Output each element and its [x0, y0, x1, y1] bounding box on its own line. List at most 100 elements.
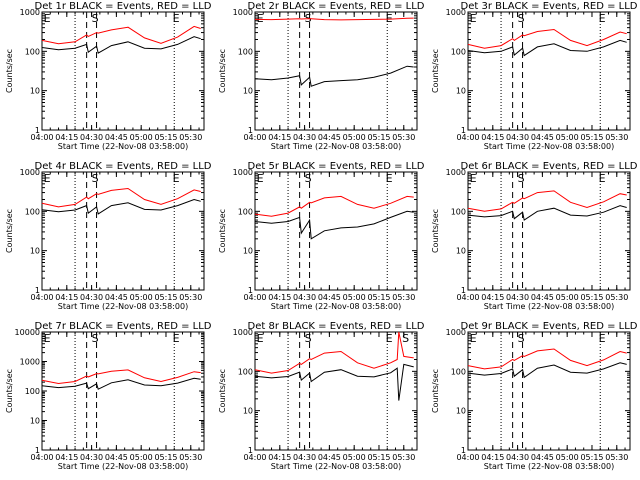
x-tick-label: 04:45	[318, 453, 341, 462]
plot-frame	[467, 171, 631, 291]
x-tick-label: 05:15	[367, 453, 390, 462]
panel-title: Det 2r BLACK = Events, RED = LLD	[248, 1, 425, 12]
event-marker-e: E	[173, 12, 180, 25]
x-tick-label: 05:30	[392, 453, 415, 462]
x-tick-label: 04:00	[30, 293, 53, 302]
series-lld-line	[41, 25, 201, 45]
panel-title: Det 4r BLACK = Events, RED = LLD	[35, 161, 212, 172]
x-tick-label: 05:30	[179, 453, 202, 462]
x-tick-label: 04:00	[456, 293, 479, 302]
event-marker-e: E	[173, 332, 180, 345]
event-marker-e: E	[470, 172, 477, 185]
y-tick-label: 10	[30, 87, 40, 96]
event-marker-s: S	[518, 12, 525, 25]
event-marker-s: S	[305, 332, 312, 345]
x-tick-label: 05:00	[130, 293, 153, 302]
plot-frame	[467, 11, 631, 131]
panel-title: Det 7r BLACK = Events, RED = LLD	[35, 321, 212, 332]
y-tick-label: 1	[461, 446, 466, 455]
x-tick-label: 04:15	[481, 453, 504, 462]
y-tick-label: 1000	[446, 168, 466, 177]
x-tick-label: 04:30	[80, 133, 103, 142]
y-tick-label: 1000	[446, 8, 466, 17]
x-tick-label: 05:15	[580, 293, 603, 302]
event-marker-s: S	[518, 332, 525, 345]
y-tick-label: 100	[25, 207, 40, 216]
event-marker-e: E	[173, 172, 180, 185]
x-axis-label: Start Time (22-Nov-08 03:58:00)	[271, 462, 401, 471]
y-tick-label: 100	[238, 367, 253, 376]
x-axis-label: Start Time (22-Nov-08 03:58:00)	[271, 302, 401, 311]
y-tick-label: 100	[451, 47, 466, 56]
y-tick-label: 10	[243, 87, 253, 96]
y-tick-label: 10000	[15, 328, 40, 337]
series-events-line	[41, 377, 201, 390]
y-tick-label: 1	[248, 126, 253, 135]
series-events-line	[467, 362, 627, 379]
x-tick-label: 04:00	[243, 293, 266, 302]
series-events-line	[467, 205, 627, 221]
event-marker-e: E	[257, 172, 264, 185]
event-marker-s: S	[402, 332, 409, 345]
x-tick-label: 04:15	[268, 453, 291, 462]
x-tick-label: 04:30	[293, 133, 316, 142]
y-tick-label: 1000	[446, 328, 466, 337]
y-axis-label: Counts/sec	[431, 369, 440, 413]
panel-title: Det 1r BLACK = Events, RED = LLD	[35, 1, 212, 12]
y-tick-label: 1	[35, 126, 40, 135]
series-lld-line	[467, 28, 627, 49]
y-tick-label: 100	[25, 47, 40, 56]
x-tick-label: 05:30	[605, 133, 628, 142]
x-axis-label: Start Time (22-Nov-08 03:58:00)	[271, 142, 401, 151]
x-tick-label: 05:00	[343, 453, 366, 462]
y-axis-label: Counts/sec	[5, 49, 14, 93]
plot-frame	[254, 331, 418, 451]
x-tick-label: 04:15	[55, 293, 78, 302]
x-tick-label: 05:15	[580, 453, 603, 462]
panel-title: Det 9r BLACK = Events, RED = LLD	[461, 321, 638, 332]
event-marker-e: E	[44, 12, 51, 25]
x-tick-label: 04:15	[55, 133, 78, 142]
x-tick-label: 05:15	[154, 293, 177, 302]
x-tick-label: 04:45	[531, 133, 554, 142]
panel-title: Det 3r BLACK = Events, RED = LLD	[461, 1, 638, 12]
y-tick-label: 1000	[233, 328, 253, 337]
series-events-line	[254, 210, 414, 240]
event-marker-e: E	[470, 12, 477, 25]
series-events-line	[254, 65, 414, 87]
y-tick-label: 100	[238, 207, 253, 216]
event-marker-s: S	[92, 12, 99, 25]
event-marker-s: S	[305, 172, 312, 185]
event-marker-e: E	[470, 332, 477, 345]
y-tick-label: 1	[35, 286, 40, 295]
plot-frame	[41, 11, 205, 131]
panel-det-1r: Det 1r BLACK = Events, RED = LLD 1 10 100 10…	[5, 1, 212, 151]
event-marker-s: S	[92, 332, 99, 345]
y-tick-label: 1	[248, 446, 253, 455]
x-tick-label: 04:00	[30, 453, 53, 462]
y-tick-label: 100	[451, 207, 466, 216]
x-tick-label: 05:15	[367, 133, 390, 142]
y-tick-label: 1	[461, 126, 466, 135]
panel-title: Det 6r BLACK = Events, RED = LLD	[461, 161, 638, 172]
x-tick-label: 04:15	[268, 133, 291, 142]
event-marker-s: S	[518, 172, 525, 185]
x-tick-label: 04:00	[30, 133, 53, 142]
x-tick-label: 05:30	[179, 293, 202, 302]
y-tick-label: 10	[456, 247, 466, 256]
x-tick-label: 04:45	[531, 293, 554, 302]
series-lld-line	[41, 187, 201, 208]
x-tick-label: 05:30	[605, 453, 628, 462]
x-tick-label: 05:15	[367, 293, 390, 302]
y-tick-label: 1	[461, 286, 466, 295]
panel-det-6r: Det 6r BLACK = Events, RED = LLD 1 10 100 10…	[431, 161, 638, 311]
x-tick-label: 04:45	[318, 133, 341, 142]
series-lld-line	[41, 369, 201, 385]
y-tick-label: 1000	[233, 8, 253, 17]
series-lld-line	[254, 17, 414, 21]
panel-det-8r: Det 8r BLACK = Events, RED = LLD 1 10 100 10…	[218, 321, 425, 471]
event-marker-e: E	[257, 332, 264, 345]
x-tick-label: 04:45	[318, 293, 341, 302]
panel-title: Det 8r BLACK = Events, RED = LLD	[248, 321, 425, 332]
panel-det-9r: Det 9r BLACK = Events, RED = LLD 1 10 100 10…	[431, 321, 638, 471]
